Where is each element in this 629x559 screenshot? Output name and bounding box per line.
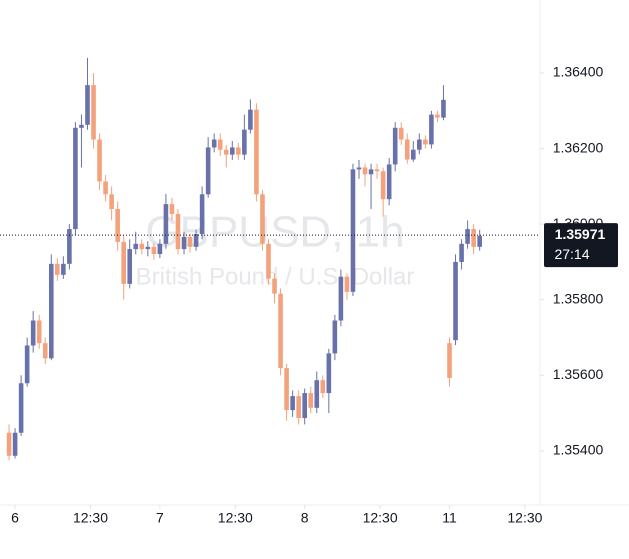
candle-body: [302, 393, 307, 419]
candle-body: [320, 380, 326, 394]
candle-body: [308, 393, 314, 408]
candle-body: [368, 169, 374, 175]
candle-body: [97, 139, 102, 182]
candle-body: [6, 432, 12, 456]
y-tick-label: 1.36200: [553, 139, 604, 155]
candle-body: [404, 139, 410, 160]
candle-body: [429, 114, 434, 145]
candle-body: [205, 147, 211, 195]
candle-body: [459, 243, 464, 262]
candle-body: [12, 432, 18, 456]
y-tick-label: 1.35600: [553, 366, 604, 382]
candle-body: [260, 194, 265, 244]
last-price-label: 1.35971: [555, 226, 606, 242]
candle-body: [248, 109, 253, 130]
candle-body: [477, 235, 482, 247]
x-tick-label: 11: [442, 510, 457, 526]
candle-body: [127, 249, 133, 284]
candle-body: [187, 237, 193, 247]
candle-body: [55, 263, 60, 275]
candle-body: [278, 293, 283, 369]
candle-body: [465, 229, 470, 244]
y-tick-label: 1.35800: [553, 290, 604, 306]
candle-body: [139, 243, 145, 250]
x-tick-label: 6: [11, 510, 19, 526]
x-tick-label: 12:30: [363, 510, 398, 526]
candle-body: [211, 139, 217, 148]
candle-body: [326, 353, 332, 394]
candle-body: [441, 99, 446, 118]
candle-body: [374, 169, 380, 172]
candle-body: [157, 243, 163, 255]
candle-body: [410, 149, 416, 160]
candle-body: [314, 380, 320, 408]
candle-body: [290, 396, 295, 411]
candle-body: [229, 147, 235, 155]
candle-body: [344, 276, 350, 292]
candle-body: [386, 164, 392, 200]
candle-body: [79, 124, 84, 128]
candle-body: [453, 261, 458, 341]
candle-body: [398, 127, 404, 140]
candle-body: [338, 276, 344, 321]
x-tick-label: 7: [156, 510, 164, 526]
candle-body: [48, 263, 54, 359]
candle-body: [272, 278, 277, 294]
candle-body: [163, 204, 169, 244]
candle-body: [103, 181, 108, 195]
x-tick-label: 12:30: [507, 510, 542, 526]
candle-body: [266, 243, 271, 279]
candle-body: [109, 194, 114, 210]
x-tick-label: 12:30: [73, 510, 108, 526]
candle-body: [85, 85, 90, 125]
candle-body: [145, 246, 151, 250]
candle-body: [73, 127, 78, 230]
candle-body: [175, 213, 181, 250]
x-tick-label: 12:30: [218, 510, 253, 526]
y-tick-label: 1.36400: [553, 64, 604, 80]
candle-body: [417, 139, 422, 150]
candle-body: [24, 345, 30, 384]
candle-body: [223, 149, 229, 155]
candle-body: [91, 85, 96, 140]
candle-body: [350, 169, 356, 292]
candle-body: [447, 343, 452, 378]
candle-body: [42, 343, 48, 359]
candle-body: [169, 204, 175, 214]
candle-body: [115, 209, 120, 242]
candle-body: [356, 167, 362, 170]
candle-body: [18, 383, 24, 433]
countdown-label: 27:14: [554, 246, 589, 262]
candle-body: [199, 194, 205, 234]
candle-body: [133, 243, 139, 250]
candle-body: [362, 167, 368, 175]
candle-body: [423, 139, 428, 145]
watermark-title: GBPUSD, 1h: [145, 208, 404, 257]
candle-body: [254, 109, 259, 195]
candle-body: [236, 147, 241, 155]
candle-body: [193, 233, 199, 247]
y-tick-label: 1.35400: [553, 442, 604, 458]
candle-body: [67, 229, 72, 264]
candle-body: [296, 396, 301, 419]
candle-body: [380, 171, 386, 200]
candle-body: [217, 139, 223, 150]
candle-body: [121, 241, 126, 284]
candle-body: [61, 263, 66, 275]
candle-body: [471, 229, 476, 247]
candle-body: [30, 320, 36, 346]
candle-body: [332, 320, 338, 354]
candle-body: [242, 129, 247, 155]
candle-body: [36, 320, 42, 344]
candle-body: [392, 127, 398, 165]
candle-body: [151, 246, 157, 255]
x-tick-label: 8: [301, 510, 309, 526]
candle-body: [181, 237, 187, 250]
last-price-box: [544, 223, 618, 268]
candle-body: [435, 114, 440, 118]
candle-body: [284, 368, 289, 411]
